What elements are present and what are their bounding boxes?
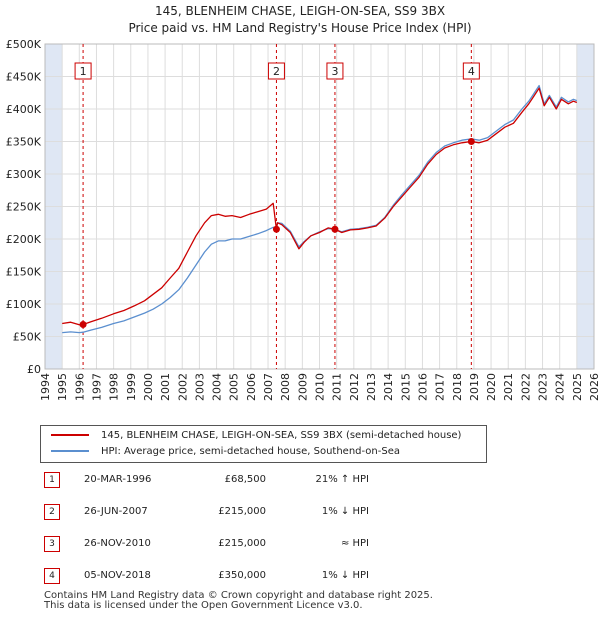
x-tick-label: 2026 — [588, 373, 600, 401]
sale-marker-number: 2 — [273, 65, 280, 78]
legend-label-property: 145, BLENHEIM CHASE, LEIGH-ON-SEA, SS9 3… — [101, 430, 462, 441]
y-tick-label: £500K — [6, 38, 42, 51]
legend-item-hpi: HPI: Average price, semi-detached house,… — [51, 445, 400, 459]
sale-price: £215,000 — [218, 506, 266, 517]
sale-marker-box — [462, 62, 480, 80]
sale-hpi-comparison: ≈ HPI — [340, 538, 369, 549]
x-tick-label: 2022 — [519, 373, 532, 401]
sale-price: £350,000 — [218, 570, 266, 581]
sale-number-badge: 4 — [44, 568, 60, 584]
y-tick-label: £350K — [6, 136, 42, 149]
x-tick-label: 2016 — [416, 373, 429, 401]
x-tick-label: 2010 — [314, 373, 327, 401]
sale-date: 20-MAR-1996 — [84, 474, 152, 485]
x-tick-label: 2024 — [554, 373, 567, 401]
legend-swatch-property — [51, 434, 89, 436]
y-tick-label: £400K — [6, 103, 42, 116]
x-tick-label: 1994 — [39, 373, 52, 401]
x-tick-label: 1996 — [73, 373, 86, 401]
x-tick-label: 1998 — [108, 373, 121, 401]
footer-line-2: This data is licensed under the Open Gov… — [44, 600, 363, 611]
plot-frame — [44, 43, 595, 370]
sale-row: 3 26-NOV-2010 £215,000 ≈ HPI — [44, 536, 544, 552]
x-tick-label: 1995 — [56, 373, 69, 401]
chart-title: 145, BLENHEIM CHASE, LEIGH-ON-SEA, SS9 3… — [0, 3, 600, 37]
price-chart: 1994 1995 1996 1997 1998 1999 2000 2001 2002 2003… — [6, 38, 600, 401]
x-tick-label: 1999 — [125, 373, 138, 401]
x-tick-label: 2003 — [193, 373, 206, 401]
sale-marker-number: 3 — [331, 65, 338, 78]
legend-swatch-hpi — [51, 450, 89, 452]
legend: 145, BLENHEIM CHASE, LEIGH-ON-SEA, SS9 3… — [40, 425, 487, 463]
y-tick-label: £50K — [13, 331, 42, 344]
sale-row: 1 20-MAR-1996 £68,500 21% ↑ HPI — [44, 472, 544, 488]
sale-marker-number: 1 — [80, 65, 87, 78]
sale-point — [272, 225, 280, 233]
sale-date: 26-JUN-2007 — [84, 506, 148, 517]
sale-date: 26-NOV-2010 — [84, 538, 151, 549]
x-tick-label: 2005 — [228, 373, 241, 401]
legend-item-property: 145, BLENHEIM CHASE, LEIGH-ON-SEA, SS9 3… — [51, 429, 461, 443]
x-tick-label: 2018 — [451, 373, 464, 401]
sale-number-badge: 3 — [44, 536, 60, 552]
title-line-2: Price paid vs. HM Land Registry's House … — [128, 21, 472, 35]
x-tick-label: 2015 — [399, 373, 412, 401]
sale-point — [331, 225, 339, 233]
y-tick-label: £150K — [6, 266, 42, 279]
sale-marker-box — [326, 62, 344, 80]
sale-price: £215,000 — [218, 538, 266, 549]
sale-point — [79, 320, 87, 328]
x-tick-label: 2000 — [142, 373, 155, 401]
sale-hpi-comparison: 21% ↑ HPI — [315, 474, 369, 485]
y-tick-label: £200K — [6, 233, 42, 246]
x-tick-label: 1997 — [90, 373, 103, 401]
x-tick-label: 2002 — [176, 373, 189, 401]
x-tick-label: 2004 — [211, 373, 224, 401]
x-tick-label: 2012 — [348, 373, 361, 401]
x-tick-label: 2020 — [485, 373, 498, 401]
sale-hpi-comparison: 1% ↓ HPI — [321, 570, 369, 581]
x-tick-label: 2017 — [434, 373, 447, 401]
sale-marker-number: 4 — [468, 65, 475, 78]
y-tick-label: £0 — [27, 363, 41, 376]
property-price-line — [62, 87, 578, 326]
x-tick-label: 2023 — [537, 373, 550, 401]
title-line-1: 145, BLENHEIM CHASE, LEIGH-ON-SEA, SS9 3… — [154, 4, 446, 18]
sale-number-badge: 2 — [44, 504, 60, 520]
y-tick-label: £450K — [6, 71, 42, 84]
x-tick-label: 2021 — [502, 373, 515, 401]
x-tick-label: 2008 — [279, 373, 292, 401]
y-tick-label: £100K — [6, 298, 42, 311]
legend-label-hpi: HPI: Average price, semi-detached house,… — [101, 446, 400, 457]
x-tick-label: 2025 — [571, 373, 584, 401]
sale-marker-box — [267, 62, 285, 80]
sale-marker-box — [74, 62, 92, 80]
x-tick-label: 2007 — [262, 373, 275, 401]
x-tick-label: 2006 — [245, 373, 258, 401]
sale-price: £68,500 — [224, 474, 266, 485]
x-tick-label: 2009 — [296, 373, 309, 401]
x-tick-label: 2014 — [382, 373, 395, 401]
sale-hpi-comparison: 1% ↓ HPI — [321, 506, 369, 517]
x-tick-label: 2013 — [365, 373, 378, 401]
footer-line-1: Contains HM Land Registry data © Crown c… — [44, 590, 433, 601]
sale-row: 2 26-JUN-2007 £215,000 1% ↓ HPI — [44, 504, 544, 520]
x-tick-label: 2001 — [159, 373, 172, 401]
x-tick-label: 2011 — [331, 373, 344, 401]
sale-point — [467, 138, 475, 145]
y-tick-label: £250K — [6, 201, 42, 214]
sale-number-badge: 1 — [44, 472, 60, 488]
y-tick-label: £300K — [6, 168, 42, 181]
x-tick-label: 2019 — [468, 373, 481, 401]
footer-attribution: Contains HM Land Registry data © Crown c… — [44, 591, 433, 611]
sale-row: 4 05-NOV-2018 £350,000 1% ↓ HPI — [44, 568, 544, 584]
sale-date: 05-NOV-2018 — [84, 570, 151, 581]
